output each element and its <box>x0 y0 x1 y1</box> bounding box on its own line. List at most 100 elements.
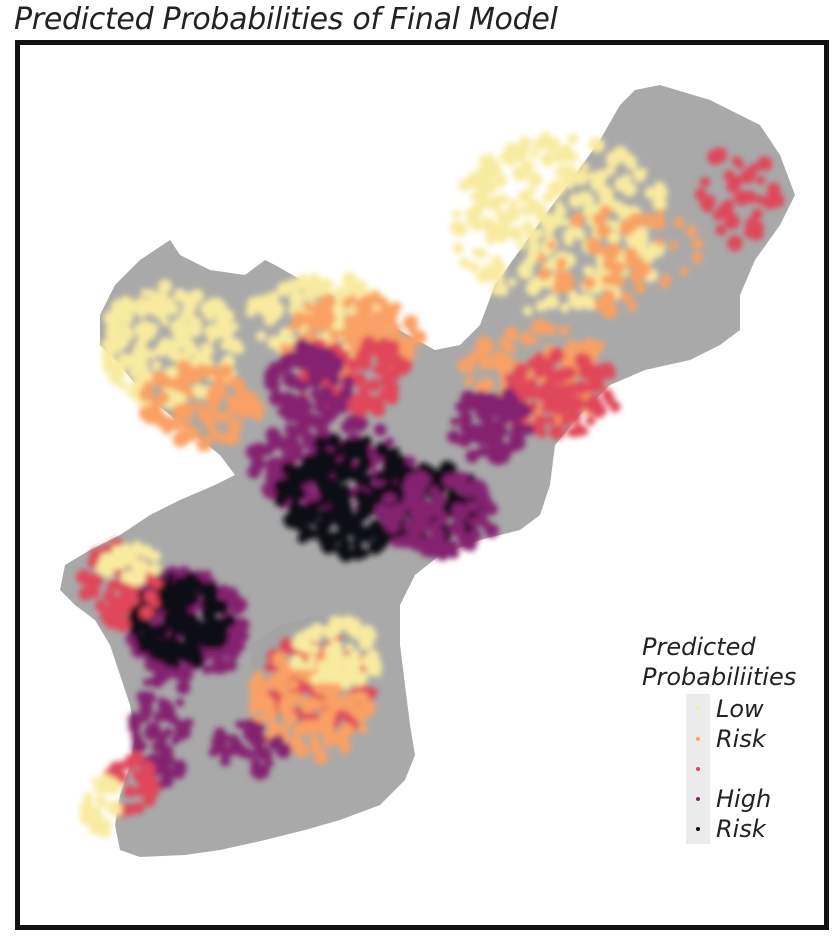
risk-point <box>213 322 225 334</box>
risk-point <box>185 718 194 728</box>
risk-point <box>412 470 428 486</box>
risk-point <box>459 412 468 421</box>
legend-rows: Low Risk High Risk <box>640 694 800 844</box>
risk-point <box>450 417 460 427</box>
risk-point <box>295 488 307 500</box>
risk-point <box>517 240 527 250</box>
risk-point <box>510 421 525 435</box>
risk-point <box>364 306 374 316</box>
risk-point <box>571 212 586 227</box>
risk-point <box>379 387 392 401</box>
risk-point <box>661 273 671 283</box>
risk-point <box>654 198 667 211</box>
risk-point <box>483 153 495 164</box>
risk-point <box>474 390 488 404</box>
risk-point <box>561 398 574 412</box>
risk-point <box>766 182 781 197</box>
risk-point <box>530 276 539 285</box>
risk-point <box>358 639 369 650</box>
risk-point <box>265 759 274 768</box>
risk-point <box>319 508 330 519</box>
risk-point <box>612 232 621 241</box>
risk-point <box>477 346 489 358</box>
risk-point <box>264 662 274 672</box>
risk-point <box>306 662 316 671</box>
risk-point <box>173 718 183 729</box>
risk-point <box>183 293 199 309</box>
risk-point <box>421 535 435 549</box>
risk-point <box>167 339 177 349</box>
risk-point <box>283 702 294 713</box>
legend-key-4 <box>686 784 710 814</box>
risk-point <box>245 306 256 317</box>
risk-point <box>145 722 162 738</box>
risk-point <box>494 427 505 438</box>
risk-point <box>318 364 334 380</box>
risk-point <box>317 659 331 674</box>
risk-point <box>220 745 233 758</box>
risk-point <box>129 751 145 767</box>
risk-point <box>107 579 119 592</box>
risk-point <box>592 212 606 226</box>
risk-point <box>495 283 509 297</box>
risk-point <box>101 348 116 363</box>
risk-point <box>329 615 341 627</box>
risk-point <box>215 654 225 664</box>
risk-point <box>106 336 118 348</box>
risk-point <box>355 475 368 488</box>
risk-point <box>593 286 602 295</box>
risk-point <box>178 432 192 445</box>
risk-point <box>518 205 528 214</box>
risk-point <box>420 522 430 532</box>
legend-key-1 <box>686 694 710 724</box>
risk-point <box>301 454 317 471</box>
legend-row-2: Risk <box>640 724 800 754</box>
risk-point <box>591 378 605 393</box>
risk-point <box>488 164 503 178</box>
risk-point <box>348 294 357 304</box>
risk-point <box>540 359 554 373</box>
risk-point <box>103 589 116 603</box>
risk-point <box>691 238 703 250</box>
risk-point <box>543 294 560 310</box>
risk-point <box>398 536 410 549</box>
risk-point <box>504 342 516 354</box>
risk-point <box>304 512 318 526</box>
risk-point <box>149 563 162 576</box>
risk-point <box>182 420 191 429</box>
risk-point <box>634 282 646 294</box>
risk-point <box>320 539 331 550</box>
risk-point <box>624 257 636 269</box>
risk-point <box>460 483 475 498</box>
risk-point <box>567 290 578 301</box>
risk-point <box>164 301 179 316</box>
risk-point <box>542 192 554 204</box>
risk-point <box>313 401 326 414</box>
risk-point <box>244 749 255 760</box>
risk-point <box>160 317 170 327</box>
risk-point <box>193 400 203 410</box>
risk-point <box>218 599 227 608</box>
risk-point <box>128 712 143 727</box>
risk-point <box>228 734 239 745</box>
risk-point <box>146 575 156 584</box>
risk-point <box>354 625 367 638</box>
risk-point <box>127 385 141 399</box>
risk-point <box>267 335 281 349</box>
legend-label-low-2: Risk <box>716 725 766 753</box>
risk-point <box>465 500 479 513</box>
risk-point <box>476 270 490 284</box>
risk-point <box>175 317 184 326</box>
risk-point <box>386 479 396 489</box>
risk-point <box>128 368 139 379</box>
risk-point <box>140 288 149 297</box>
risk-point <box>379 444 390 456</box>
risk-point <box>190 619 205 634</box>
risk-point <box>497 212 513 227</box>
risk-point <box>641 213 657 228</box>
legend-title-line2: Probabiliities <box>642 663 797 691</box>
risk-point <box>310 285 320 295</box>
risk-point <box>372 363 385 376</box>
risk-point <box>296 381 306 391</box>
risk-point <box>284 423 296 435</box>
